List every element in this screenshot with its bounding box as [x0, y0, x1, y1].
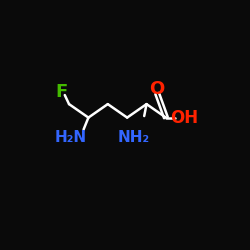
Text: NH₂: NH₂ — [118, 130, 150, 145]
Text: F: F — [55, 82, 68, 100]
Text: OH: OH — [170, 108, 198, 126]
Text: O: O — [150, 80, 165, 98]
Text: H₂N: H₂N — [55, 130, 87, 145]
